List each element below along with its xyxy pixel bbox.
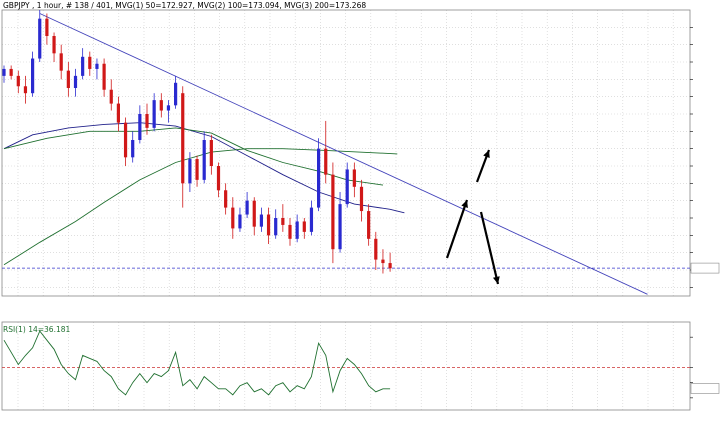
candle-body — [345, 169, 349, 205]
candle-body — [16, 75, 20, 87]
candle-body — [209, 140, 213, 166]
candle-body — [317, 148, 321, 208]
candle-body — [66, 70, 70, 88]
candle-body — [52, 36, 56, 54]
candle-body — [88, 56, 92, 69]
rsi-line — [3, 330, 391, 396]
candle-body — [231, 207, 235, 229]
grid — [2, 10, 690, 410]
candle-body — [274, 218, 278, 236]
candle-body — [195, 159, 199, 180]
candle-body — [216, 166, 221, 191]
candle-body — [38, 18, 42, 59]
candle-body — [259, 214, 263, 227]
arrow-up-short-head — [461, 200, 468, 208]
candle-body — [331, 174, 335, 250]
candle-body — [152, 100, 156, 128]
candle-body — [359, 186, 364, 212]
candle-body — [123, 122, 128, 158]
candle-body — [252, 200, 256, 227]
rsi-plot-border — [1, 321, 691, 411]
candle-body — [324, 148, 328, 175]
candle-body — [338, 204, 342, 250]
candle-body — [388, 263, 392, 269]
candle-body — [2, 68, 6, 76]
candle-body — [352, 169, 356, 187]
candle-body — [302, 221, 306, 232]
series-line-2 — [3, 148, 398, 266]
candle-body — [295, 221, 299, 239]
candle-body — [131, 140, 135, 158]
axes — [690, 27, 720, 399]
candle-body — [281, 218, 285, 225]
candle-body — [188, 159, 192, 184]
moving-averages — [2, 13, 690, 295]
candle-body — [159, 100, 163, 111]
forecast-arrows — [445, 149, 500, 285]
candles — [2, 10, 392, 274]
series-line-3 — [39, 13, 648, 295]
candle-body — [245, 200, 249, 215]
candle-body — [166, 105, 171, 111]
chart-title: GBPJPY , 1 hour, # 138 / 401, MVG(1) 50=… — [3, 1, 366, 10]
candle-body — [309, 207, 314, 232]
chart-frame — [1, 9, 691, 411]
candle-body — [288, 224, 292, 239]
current-price-badge — [690, 262, 720, 274]
candle-body — [174, 82, 178, 106]
candle-body — [181, 93, 185, 184]
candle-body — [109, 89, 113, 104]
rsi-title: RSI(1) 14=36.181 — [3, 325, 70, 334]
arrow-up-short — [445, 199, 469, 259]
candle-body — [9, 68, 13, 76]
candle-body — [23, 86, 28, 94]
rsi-panel — [2, 330, 690, 396]
candle-body — [374, 238, 378, 260]
candle-body — [266, 214, 271, 236]
candle-body — [81, 56, 85, 76]
candle-body — [138, 114, 142, 140]
candle-body — [59, 53, 63, 71]
candle-body — [238, 214, 242, 229]
arrow-down-head — [492, 276, 500, 284]
candle-body — [367, 211, 371, 239]
arrow-down — [479, 211, 500, 285]
candle-body — [45, 18, 49, 36]
series-line-1 — [3, 127, 384, 186]
candle-body — [73, 75, 78, 88]
candle-body — [31, 58, 35, 94]
candle-body — [381, 259, 385, 264]
arrow-up-far-head — [483, 150, 490, 158]
candle-body — [102, 63, 106, 90]
main-plot-border — [1, 9, 691, 297]
candle-body — [116, 103, 120, 123]
candle-body — [145, 114, 149, 128]
candle-body — [95, 63, 99, 69]
candle-body — [224, 190, 228, 208]
candle-body — [202, 140, 206, 180]
rsi-value-badge — [690, 383, 720, 394]
